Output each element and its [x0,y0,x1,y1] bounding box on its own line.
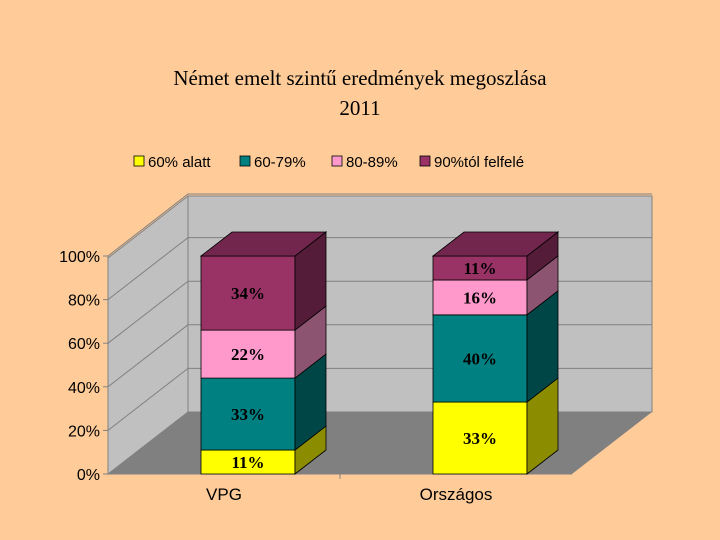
bar-front [200,255,296,331]
bar-front [432,401,528,475]
bar-segment [431,231,560,281]
legend-item: 60% alatt [133,154,211,171]
bar-segment [432,290,559,403]
data-label: 16% [463,288,497,307]
legend: 60% alatt 60-79% 80-89% 90%tól felfelé [133,154,524,171]
data-label: 33% [231,405,265,424]
bar-front [432,314,528,403]
bar-segment [200,305,327,379]
data-label: 33% [463,429,497,448]
bar-segment [432,255,559,316]
chart-floor [108,412,652,474]
gridline [107,193,652,257]
legend-swatch [331,155,343,167]
bar-top [431,231,560,257]
data-label: 11% [463,259,496,278]
bar-segment [432,377,559,475]
chart-subtitle: 2011 [339,96,381,120]
bar-front [200,377,296,451]
legend-swatch [239,155,251,167]
legend-label: 60-79% [254,154,306,171]
legend-label: 90%tól felfelé [434,154,524,171]
bars [199,231,560,475]
legend-swatch [133,155,145,167]
category-label: Országos [420,485,493,504]
data-labels: 11% 33% 22% 34% 33% 40% 16% 11% [231,259,497,472]
data-label: 22% [231,345,265,364]
category-label: VPG [206,485,242,504]
category-labels: VPG Országos [206,485,492,504]
legend-item: 60-79% [239,154,306,171]
y-tick-label: 0% [77,467,100,484]
y-tick-label: 20% [68,423,100,440]
y-tick-label: 40% [68,380,100,397]
chart-title: Német emelt szintű eredmények megoszlása [173,66,547,90]
bar-segment [200,353,327,451]
bar-top [199,231,328,257]
bar-segment [199,231,328,331]
y-tick-label: 60% [68,336,100,353]
y-tick-labels: 0% 20% 40% 60% 80% 100% [59,249,100,484]
y-tick-label: 80% [68,293,100,310]
legend-item: 80-89% [331,154,398,171]
data-label: 40% [463,349,497,368]
legend-item: 90%tól felfelé [419,154,524,171]
legend-label: 60% alatt [148,154,211,171]
bar-segment [200,425,327,475]
data-label: 11% [231,453,264,472]
y-tick-label: 100% [59,249,100,266]
legend-label: 80-89% [346,154,398,171]
legend-swatch [419,155,431,167]
data-label: 34% [231,284,265,303]
